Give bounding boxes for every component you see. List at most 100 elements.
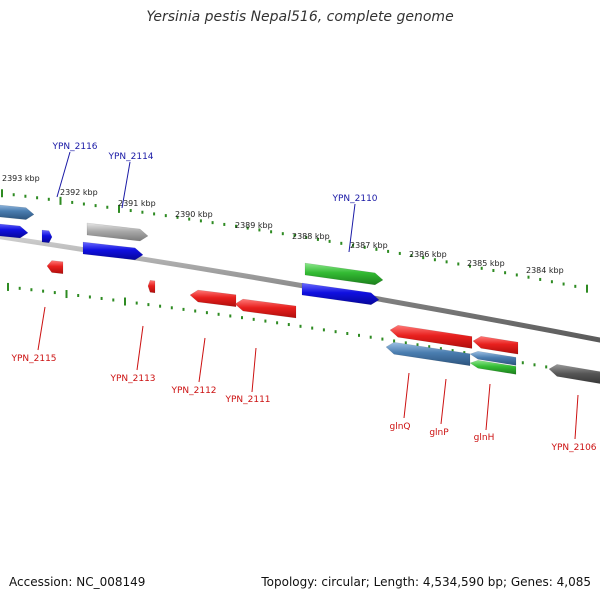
gene-glnp-arrow[interactable]	[385, 341, 471, 367]
minor-tick	[182, 307, 185, 311]
minor-tick	[521, 361, 524, 365]
accession-text: Accession: NC_008149	[9, 575, 146, 589]
gene-unlabelled-arrow[interactable]	[472, 336, 519, 355]
minor-tick	[135, 301, 138, 305]
gene-ypn-2113-arrow[interactable]	[147, 279, 156, 294]
minor-tick	[264, 319, 267, 323]
minor-tick	[504, 271, 507, 275]
minor-tick	[562, 282, 565, 286]
minor-tick	[422, 256, 425, 260]
minor-tick	[77, 293, 80, 297]
scale-label: 2389 kbp	[235, 221, 273, 230]
gene-label-glnq[interactable]: glnQ	[389, 422, 410, 432]
minor-tick	[515, 273, 518, 277]
minor-tick	[94, 204, 97, 208]
minor-tick	[322, 328, 325, 332]
minor-tick	[229, 314, 232, 318]
gene-unlabelled-arrow[interactable]	[0, 223, 29, 239]
gene-label-ypn-2112[interactable]: YPN_2112	[170, 386, 216, 396]
leader-line	[136, 325, 144, 371]
minor-tick	[170, 306, 173, 310]
gene-glnh-arrow[interactable]	[469, 360, 517, 375]
leader-line	[485, 383, 491, 431]
outer-scale-ticks	[1, 189, 588, 293]
minor-tick	[352, 243, 354, 247]
minor-tick	[194, 309, 197, 313]
minor-tick	[199, 219, 202, 223]
gene-glnq-arrow[interactable]	[389, 324, 473, 349]
gene-ypn-2112-arrow[interactable]	[189, 289, 237, 308]
minor-tick	[457, 262, 460, 266]
gene-label-glnp[interactable]: glnP	[429, 428, 449, 438]
gene-ypn-2111-arrow[interactable]	[234, 298, 297, 319]
minor-tick	[539, 277, 542, 281]
minor-tick	[311, 326, 314, 330]
gene-ypn-2115-arrow[interactable]	[46, 260, 64, 274]
gene-label-ypn-2114[interactable]: YPN_2114	[107, 152, 153, 162]
minor-tick	[88, 295, 91, 299]
minor-tick	[410, 254, 413, 258]
major-tick	[59, 196, 62, 205]
gene-label-ypn-2115[interactable]: YPN_2115	[10, 354, 56, 364]
gene-label-glnh[interactable]: glnH	[474, 433, 495, 443]
minor-tick	[439, 347, 442, 351]
minor-tick	[153, 212, 156, 216]
minor-tick	[416, 343, 419, 347]
scale-label: 2391 kbp	[118, 199, 156, 208]
gene-ypn-2110-arrow[interactable]	[304, 262, 384, 286]
scale-label: 2388 kbp	[292, 232, 330, 241]
minor-tick	[305, 235, 308, 239]
gene-labels[interactable]: YPN_2116 YPN_2114 YPN_2110 YPN_2115 YPN_2113…	[10, 142, 596, 453]
minor-tick	[480, 266, 483, 270]
leader-line	[574, 394, 579, 440]
gene-unlabelled-arrow[interactable]	[0, 204, 35, 220]
minor-tick	[428, 345, 431, 349]
minor-tick	[445, 260, 448, 264]
leader-line	[198, 337, 206, 383]
minor-tick	[129, 209, 132, 213]
gene-label-ypn-2116[interactable]: YPN_2116	[51, 142, 97, 152]
minor-tick	[398, 251, 401, 255]
gene-ypn-2116-arrow[interactable]	[41, 229, 53, 244]
gene-ypn-2114-arrow[interactable]	[86, 222, 149, 242]
minor-tick	[316, 237, 319, 241]
minor-tick	[47, 197, 50, 201]
minor-tick	[270, 230, 273, 234]
minor-tick	[106, 205, 109, 209]
minor-tick	[381, 337, 384, 341]
minor-tick	[42, 289, 45, 293]
minor-tick	[574, 284, 577, 288]
gene-label-ypn-2113[interactable]: YPN_2113	[109, 374, 155, 384]
minor-tick	[252, 317, 255, 321]
minor-tick	[147, 303, 150, 307]
major-tick	[7, 282, 9, 291]
gene-features[interactable]	[0, 204, 600, 385]
leader-line	[440, 378, 447, 425]
minor-tick	[463, 351, 466, 355]
scale-label: 2393 kbp	[2, 174, 40, 183]
major-tick	[65, 290, 68, 299]
minor-tick	[30, 288, 33, 292]
gene-unlabelled-arrow[interactable]	[301, 282, 380, 305]
minor-tick	[340, 241, 343, 245]
label-leader-lines	[37, 151, 579, 440]
gene-unlabelled-arrow[interactable]	[82, 241, 144, 261]
gene-ypn-2106-arrow[interactable]	[548, 364, 600, 385]
leader-line	[56, 151, 71, 198]
genome-backbone	[0, 234, 600, 343]
minor-tick	[545, 365, 548, 369]
minor-tick	[164, 214, 167, 218]
minor-tick	[369, 335, 372, 339]
genome-summary-text: Topology: circular; Length: 4,534,590 bp…	[261, 575, 591, 589]
minor-tick	[334, 330, 337, 334]
leader-line	[403, 372, 410, 419]
gene-label-ypn-2106[interactable]: YPN_2106	[550, 443, 596, 453]
gene-label-ypn-2111[interactable]: YPN_2111	[224, 395, 270, 405]
gene-unlabelled-arrow[interactable]	[469, 351, 517, 366]
gene-label-ypn-2110[interactable]: YPN_2110	[331, 194, 377, 204]
minor-tick	[12, 193, 15, 197]
scale-label: 2385 kbp	[467, 259, 505, 268]
leader-line	[251, 347, 257, 393]
scale-label: 2392 kbp	[60, 188, 98, 197]
